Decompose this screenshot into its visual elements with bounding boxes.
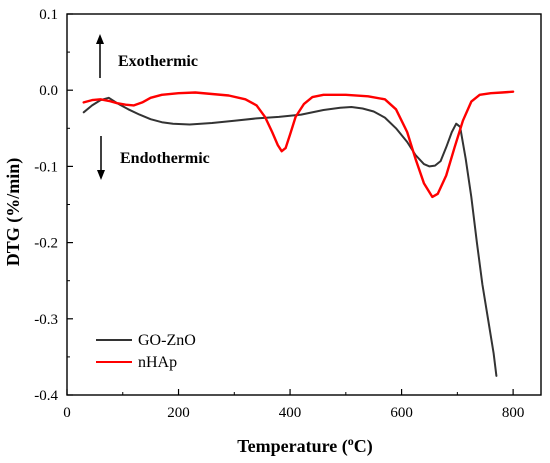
series-line-nhap bbox=[82, 90, 515, 199]
x-axis-title-superscript: o bbox=[348, 434, 354, 448]
endothermic-label: Endothermic bbox=[120, 150, 210, 167]
exothermic-annotation: Exothermic bbox=[96, 34, 198, 78]
ticks-layer: 0 200 400 600 800 0.1 0.0 -0.1 -0.2 -0.3 -0.4 bbox=[34, 7, 524, 421]
endothermic-arrowhead bbox=[97, 170, 105, 180]
x-axis-title-tail: C) bbox=[354, 436, 373, 457]
y-tick-label: 0.0 bbox=[39, 83, 58, 99]
y-tick-label: -0.1 bbox=[34, 159, 58, 175]
legend-label-go-zno: GO-ZnO bbox=[138, 332, 196, 349]
x-axis-title: Temperature (oC) bbox=[237, 434, 372, 457]
series-layer bbox=[82, 90, 515, 377]
y-axis-title: DTG (%/min) bbox=[3, 158, 24, 267]
x-tick-label: 600 bbox=[390, 405, 413, 421]
y-tick-label: 0.1 bbox=[39, 7, 58, 23]
legend: GO-ZnO nHAp bbox=[96, 332, 196, 371]
y-tick-label: -0.2 bbox=[34, 236, 58, 252]
x-tick-label: 400 bbox=[279, 405, 302, 421]
x-tick-label: 200 bbox=[167, 405, 190, 421]
series-line-go-zno bbox=[82, 96, 498, 377]
x-axis-title-main: Temperature ( bbox=[237, 436, 347, 457]
x-tick-label: 800 bbox=[502, 405, 525, 421]
y-tick-label: -0.4 bbox=[34, 388, 58, 404]
exothermic-arrowhead bbox=[96, 34, 104, 44]
x-tick-label: 0 bbox=[63, 405, 71, 421]
y-tick-label: -0.3 bbox=[34, 312, 58, 328]
exothermic-label: Exothermic bbox=[118, 53, 198, 70]
endothermic-annotation: Endothermic bbox=[97, 136, 210, 180]
legend-label-nhap: nHAp bbox=[138, 354, 177, 371]
